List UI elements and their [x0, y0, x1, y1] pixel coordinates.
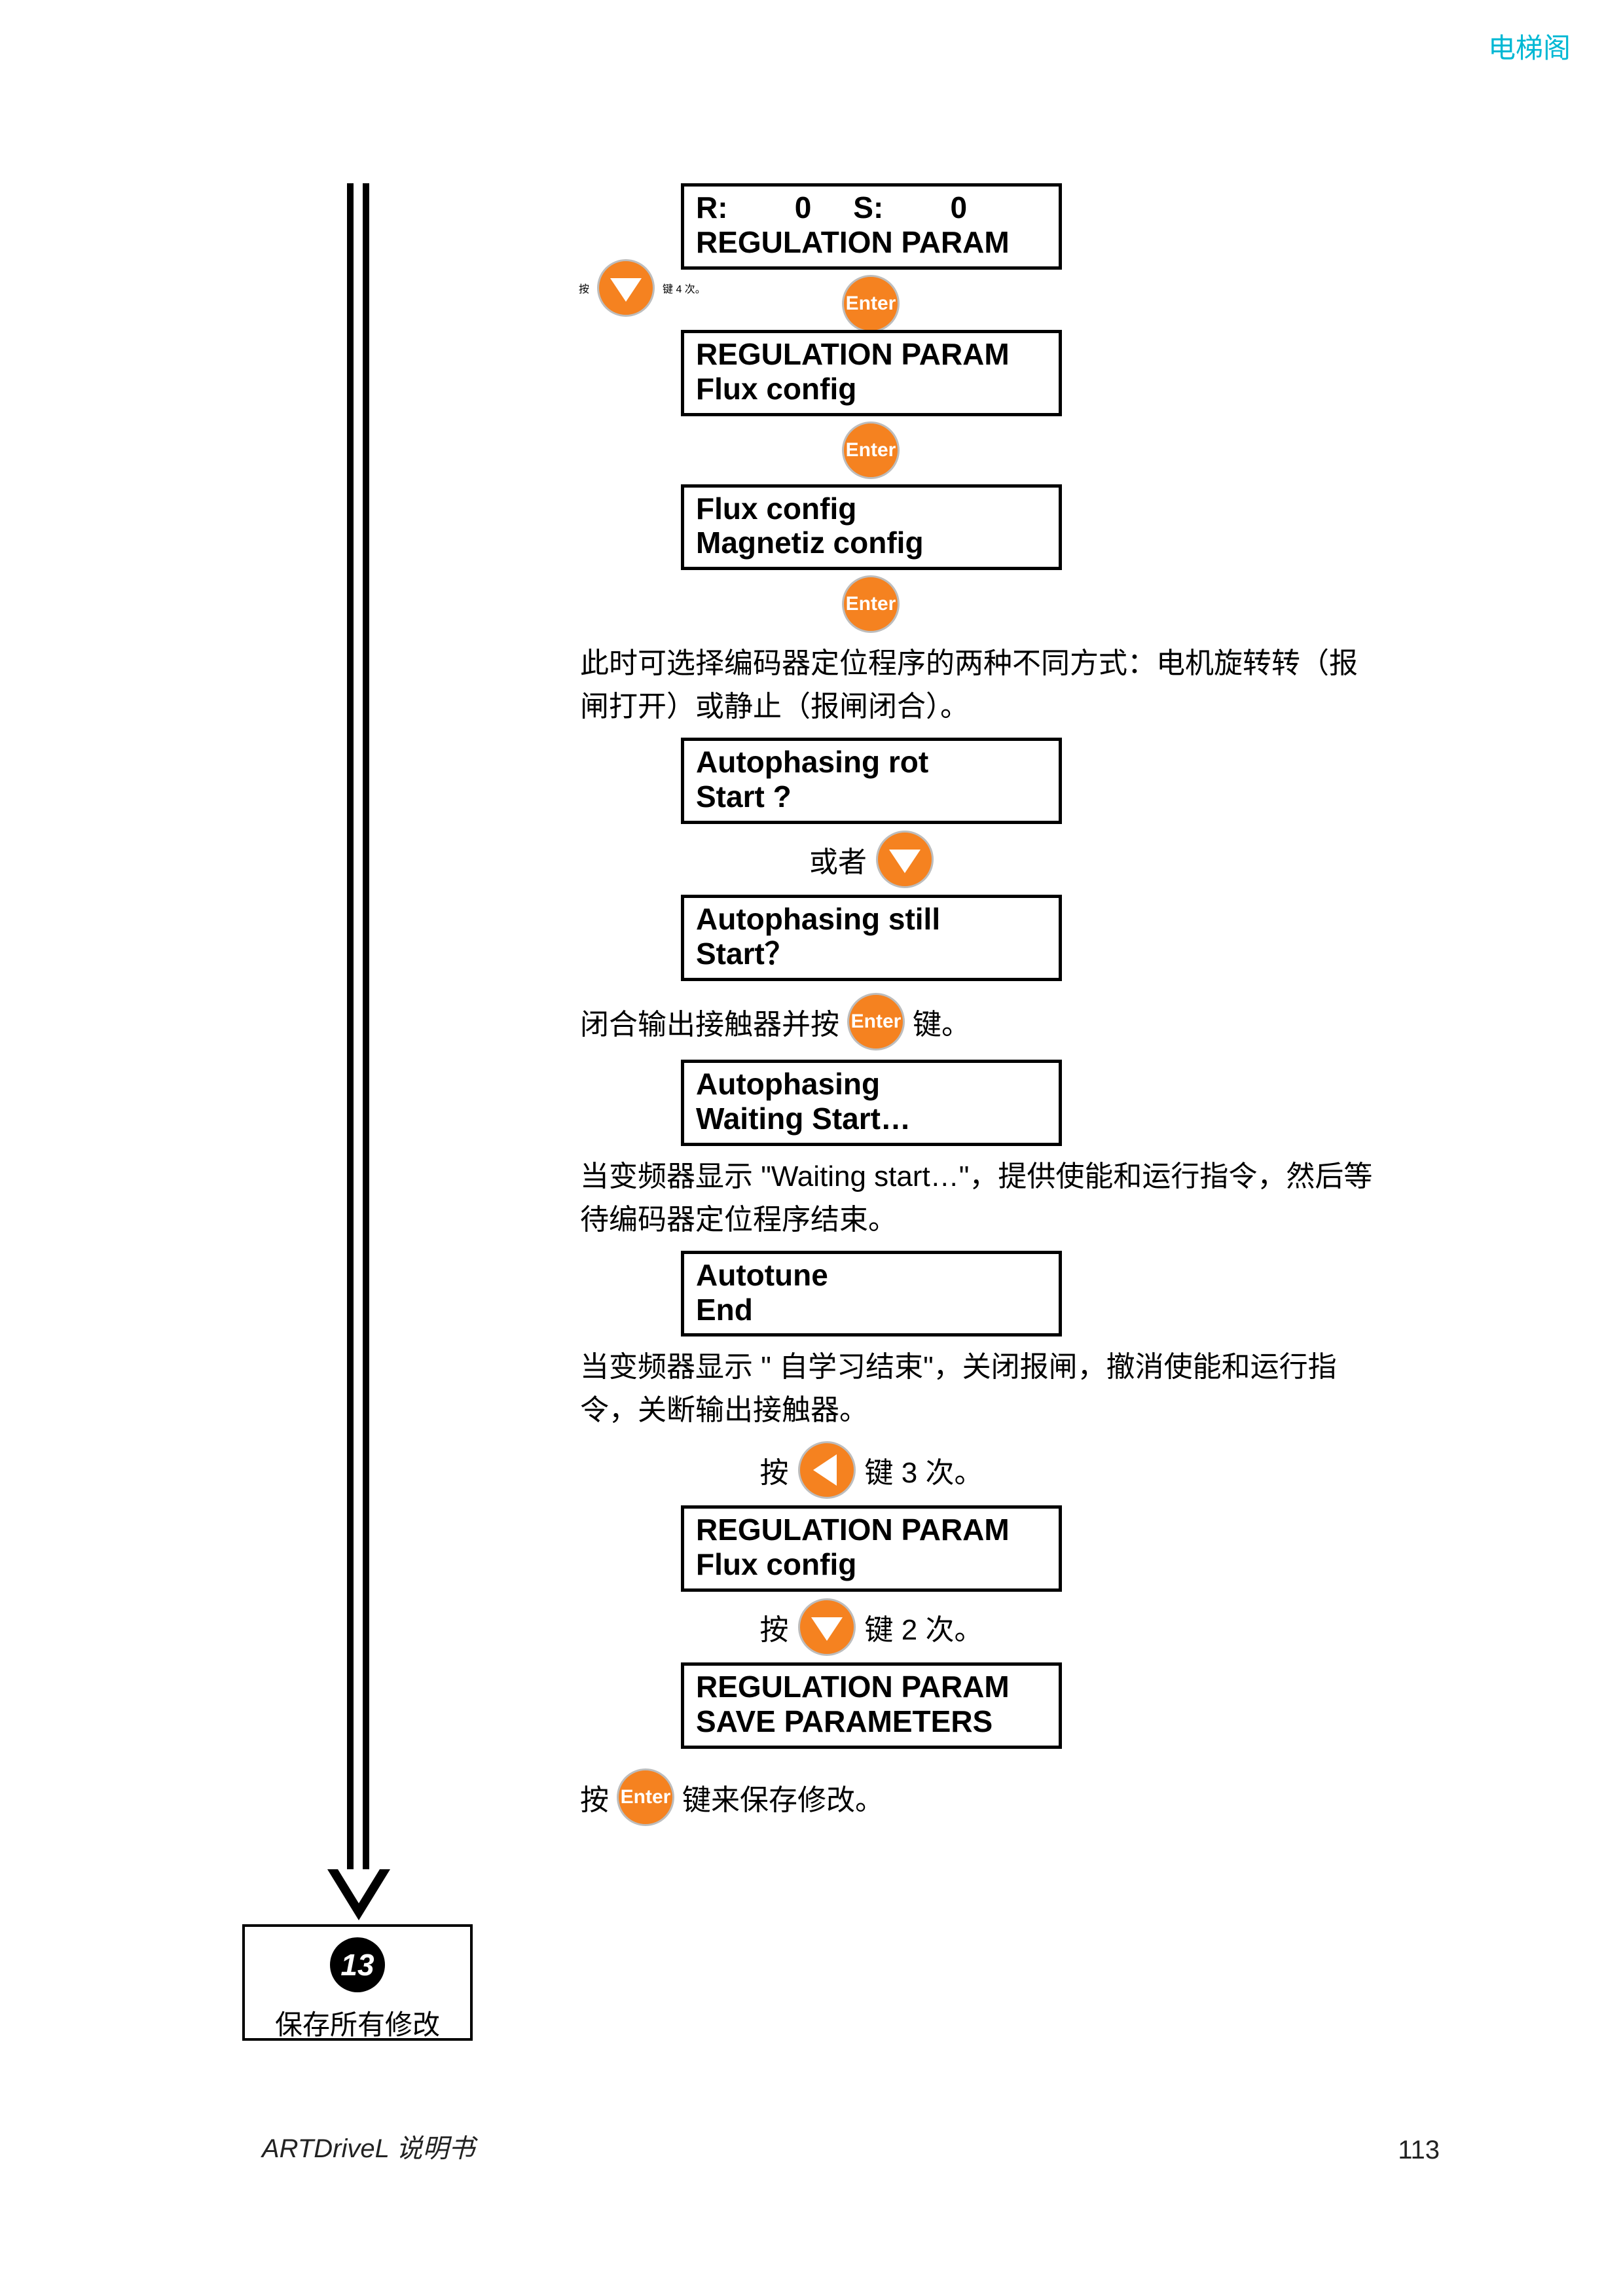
flow-line-outer	[347, 183, 354, 1878]
lcd-line: R: 0 S: 0	[696, 190, 1047, 225]
enter-button[interactable]: Enter	[847, 993, 905, 1050]
down-button[interactable]	[597, 259, 655, 317]
triangle-down-icon	[811, 1617, 843, 1641]
lcd-display-3: Flux config Magnetiz config	[681, 484, 1062, 571]
lcd-line: Flux config	[696, 492, 1047, 526]
enter-button[interactable]: Enter	[842, 575, 900, 633]
lcd-display-7: Autotune End	[681, 1251, 1062, 1337]
text: 按	[580, 1776, 609, 1818]
down-button[interactable]	[876, 831, 934, 888]
left-button[interactable]	[798, 1441, 856, 1499]
instruction-text: 此时可选择编码器定位程序的两种不同方式：电机旋转转（报闸打开）或静止（报闸闭合）…	[580, 642, 1379, 728]
flow-line-inner	[363, 183, 369, 1878]
lcd-display-4: Autophasing rot Start ?	[681, 738, 1062, 824]
watermark: 电梯阁	[1488, 26, 1571, 66]
lcd-line: Start ?	[696, 780, 1047, 814]
lcd-display-5: Autophasing still Start？	[681, 895, 1062, 981]
text: 或者	[809, 838, 867, 880]
text: 键 4 次。	[663, 280, 706, 296]
instruction-text: 当变频器显示 "Waiting start…"，提供使能和运行指令，然后等待编码…	[580, 1155, 1379, 1242]
lcd-line: Waiting Start…	[696, 1102, 1047, 1136]
text: 按	[760, 1606, 789, 1648]
step-box: 13 保存所有修改	[242, 1924, 473, 2041]
lcd-line: End	[696, 1293, 1047, 1327]
text: 键来保存修改。	[682, 1776, 884, 1818]
lcd-line: Autophasing	[696, 1067, 1047, 1102]
enter-button[interactable]: Enter	[617, 1768, 674, 1826]
step-number: 13	[330, 1937, 385, 1992]
instruction-text: 当变频器显示 " 自学习结束"，关闭报闸，撤消使能和运行指令，关断输出接触器。	[580, 1346, 1379, 1432]
lcd-display-1: R: 0 S: 0 REGULATION PARAM	[681, 183, 1062, 270]
lcd-line: Magnetiz config	[696, 526, 1047, 560]
down-button[interactable]	[798, 1598, 856, 1656]
enter-button[interactable]: Enter	[842, 275, 900, 332]
instruction-press-2: 按 键 2 次。	[681, 1598, 1062, 1656]
instruction-press-4: 按 键 4 次。	[579, 259, 706, 317]
lcd-line: Autophasing rot	[696, 745, 1047, 780]
triangle-left-icon	[813, 1454, 837, 1486]
or-line: 或者	[681, 831, 1062, 888]
lcd-display-6: Autophasing Waiting Start…	[681, 1060, 1062, 1146]
instruction-press-3: 按 键 3 次。	[681, 1441, 1062, 1499]
text: 按	[579, 280, 589, 296]
text: 按	[760, 1449, 789, 1491]
lcd-display-9: REGULATION PARAM SAVE PARAMETERS	[681, 1662, 1062, 1749]
text: 键 3 次。	[865, 1449, 983, 1491]
page-number: 113	[1398, 2136, 1440, 2165]
flow-arrowhead-inner	[338, 1869, 380, 1903]
instruction-close-contactor: 闭合输出接触器并按 Enter 键。	[580, 993, 1379, 1050]
lcd-line: REGULATION PARAM	[696, 225, 1047, 260]
triangle-down-icon	[889, 850, 921, 873]
content-column: R: 0 S: 0 REGULATION PARAM Enter 按 键 4 次…	[580, 183, 1379, 1833]
text: 键 2 次。	[865, 1606, 983, 1648]
text: 键。	[913, 1001, 970, 1043]
lcd-line: Start？	[696, 937, 1047, 971]
step-label: 保存所有修改	[245, 2003, 470, 2043]
footer-title: ARTDriveL 说明书	[262, 2127, 475, 2165]
lcd-line: Autotune	[696, 1258, 1047, 1293]
triangle-down-icon	[610, 278, 642, 302]
lcd-line: Autophasing still	[696, 902, 1047, 937]
lcd-display-8: REGULATION PARAM Flux config	[681, 1505, 1062, 1592]
instruction-save: 按 Enter 键来保存修改。	[580, 1768, 1379, 1826]
lcd-line: REGULATION PARAM	[696, 1513, 1047, 1547]
lcd-line: REGULATION PARAM	[696, 1670, 1047, 1704]
lcd-line: SAVE PARAMETERS	[696, 1704, 1047, 1739]
text: 闭合输出接触器并按	[580, 1001, 839, 1043]
enter-button[interactable]: Enter	[842, 422, 900, 479]
lcd-line: Flux config	[696, 1547, 1047, 1582]
